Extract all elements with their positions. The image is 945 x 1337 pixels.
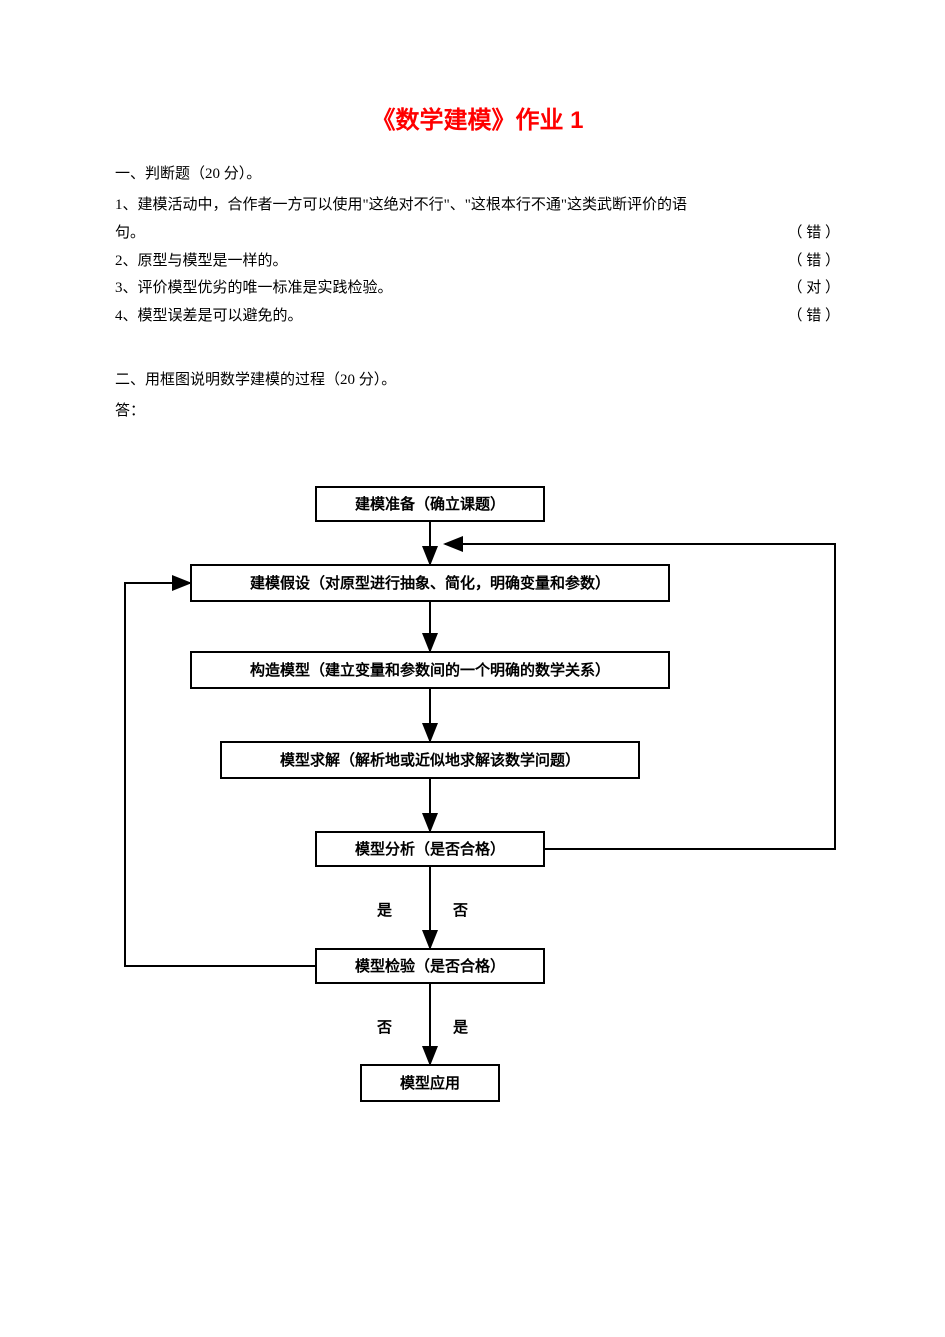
edge-label-no-1: 否 bbox=[453, 899, 468, 920]
question-3-text: 3、评价模型优劣的唯一标准是实践检验。 bbox=[115, 275, 787, 303]
question-3: 3、评价模型优劣的唯一标准是实践检验。 （ 对 ） bbox=[115, 275, 840, 303]
question-4-num: 4、 bbox=[115, 308, 138, 324]
question-4: 4、模型误差是可以避免的。 （ 错 ） bbox=[115, 303, 840, 331]
question-4-text: 4、模型误差是可以避免的。 bbox=[115, 303, 787, 331]
flow-node-assume: 建模假设（对原型进行抽象、简化，明确变量和参数） bbox=[190, 564, 670, 602]
flow-node-analyze: 模型分析（是否合格） bbox=[315, 831, 545, 867]
flowchart: 建模准备（确立课题） 建模假设（对原型进行抽象、简化，明确变量和参数） 构造模型… bbox=[115, 486, 840, 1146]
question-1-body1: 建模活动中，合作者一方可以使用"这绝对不行"、"这根本行不通"这类武断评价的语 bbox=[138, 197, 688, 213]
section-spacer bbox=[115, 331, 840, 367]
edge-label-yes-1: 是 bbox=[377, 899, 392, 920]
question-2-num: 2、 bbox=[115, 253, 138, 269]
edge-label-yes-2: 是 bbox=[453, 1016, 468, 1037]
question-1-text-line1: 1、建模活动中，合作者一方可以使用"这绝对不行"、"这根本行不通"这类武断评价的… bbox=[115, 192, 840, 220]
question-1-answer: （ 错 ） bbox=[787, 220, 840, 248]
section-2-heading: 二、用框图说明数学建模的过程（20 分）。 bbox=[115, 367, 840, 394]
question-4-answer: （ 错 ） bbox=[787, 303, 840, 331]
flow-node-solve: 模型求解（解析地或近似地求解该数学问题） bbox=[220, 741, 640, 779]
question-1-body2: 句。 bbox=[115, 220, 787, 248]
question-1-line1: 1、建模活动中，合作者一方可以使用"这绝对不行"、"这根本行不通"这类武断评价的… bbox=[115, 192, 840, 220]
question-3-num: 3、 bbox=[115, 280, 138, 296]
question-4-body: 模型误差是可以避免的。 bbox=[138, 308, 303, 324]
flow-node-test: 模型检验（是否合格） bbox=[315, 948, 545, 984]
flow-node-build: 构造模型（建立变量和参数间的一个明确的数学关系） bbox=[190, 651, 670, 689]
question-3-answer: （ 对 ） bbox=[787, 275, 840, 303]
question-3-body: 评价模型优劣的唯一标准是实践检验。 bbox=[138, 280, 393, 296]
question-2: 2、原型与模型是一样的。 （ 错 ） bbox=[115, 248, 840, 276]
page-title: 《数学建模》作业 1 bbox=[115, 100, 840, 135]
question-2-answer: （ 错 ） bbox=[787, 248, 840, 276]
section-1-heading: 一、判断题（20 分）。 bbox=[115, 161, 840, 188]
question-2-body: 原型与模型是一样的。 bbox=[138, 253, 288, 269]
question-1-num: 1、 bbox=[115, 197, 138, 213]
edge-label-no-2: 否 bbox=[377, 1016, 392, 1037]
flow-node-apply: 模型应用 bbox=[360, 1064, 500, 1102]
question-1-line2: 句。 （ 错 ） bbox=[115, 220, 840, 248]
section-2-answer-label: 答： bbox=[115, 398, 840, 426]
flow-node-prep: 建模准备（确立课题） bbox=[315, 486, 545, 522]
document-page: 《数学建模》作业 1 一、判断题（20 分）。 1、建模活动中，合作者一方可以使… bbox=[0, 0, 945, 1206]
question-2-text: 2、原型与模型是一样的。 bbox=[115, 248, 787, 276]
